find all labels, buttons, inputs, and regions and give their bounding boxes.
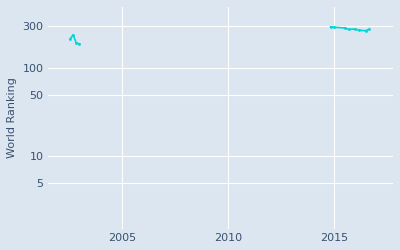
Y-axis label: World Ranking: World Ranking [7,78,17,158]
